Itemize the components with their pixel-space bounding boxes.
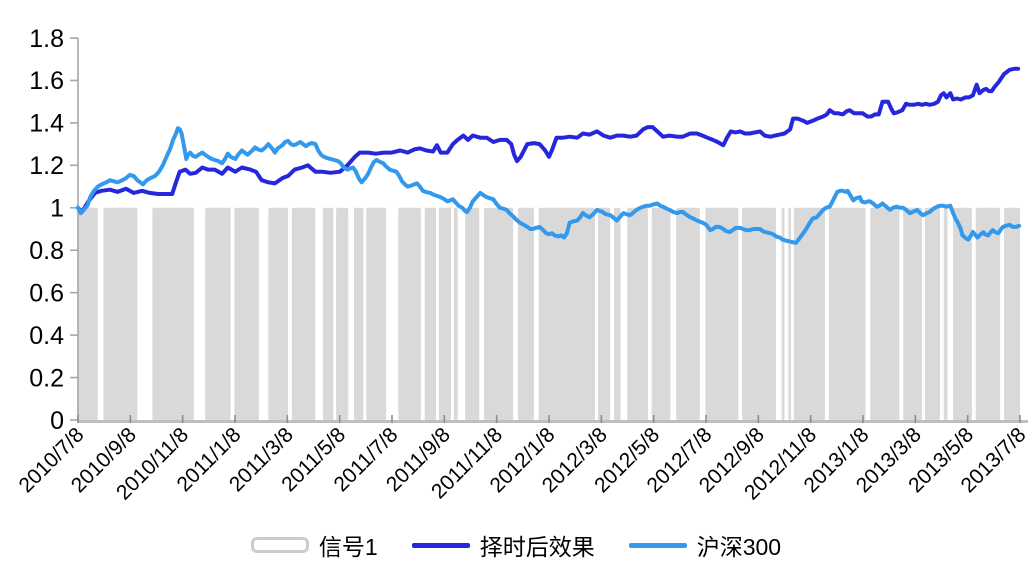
legend-label-signal: 信号1 <box>318 534 378 560</box>
signal-bars <box>78 207 1020 420</box>
signal-bar <box>103 207 138 420</box>
timed-strategy-line-swatch-icon <box>411 542 470 548</box>
signal-bar <box>742 207 776 420</box>
signal-bar <box>517 207 534 420</box>
signal-bar <box>793 207 825 420</box>
timing-strategy-chart: 0 0.2 0.4 0.6 0.8 1 1.2 1.4 1.6 1.8 2010/7/82010/9… <box>14 25 1031 505</box>
x-axis: 2010/7/82010/9/82010/11/82011/1/82011/3/… <box>14 415 1031 505</box>
signal-bar <box>453 207 458 420</box>
signal-bar <box>366 207 387 420</box>
signal-bar <box>322 207 334 420</box>
signal-bar <box>828 207 866 420</box>
y-tick-label: 0.2 <box>29 364 64 392</box>
signal-bar <box>598 207 611 420</box>
signal-bar <box>438 207 451 420</box>
signal-bar <box>538 207 596 420</box>
signal-bar <box>424 207 436 420</box>
signal-bar <box>205 207 231 420</box>
signal-bar <box>924 207 940 420</box>
legend-label-timed-strategy: 择时后效果 <box>479 534 595 560</box>
signal-bar <box>336 207 349 420</box>
signal-bar <box>676 207 700 420</box>
signal-bar <box>788 207 792 420</box>
legend-item-signal: 信号1 <box>250 528 378 562</box>
signal-bar <box>781 207 785 420</box>
y-tick-label: 1.8 <box>29 25 64 53</box>
y-tick-label: 0.6 <box>29 279 64 307</box>
signal-bar <box>705 207 739 420</box>
legend-label-csi300: 沪深300 <box>696 534 782 560</box>
signal-bar <box>234 207 259 420</box>
signal-bar <box>627 207 648 420</box>
signal-bar <box>398 207 421 420</box>
signal-bar <box>943 207 948 420</box>
signal-bar <box>152 207 194 420</box>
signal-bar <box>1004 207 1020 420</box>
legend-item-timed-strategy: 择时后效果 <box>411 528 595 562</box>
signal-bar <box>870 207 900 420</box>
signal-bar <box>975 207 1001 420</box>
y-tick-label: 0.8 <box>29 237 64 265</box>
signal-bar <box>953 207 972 420</box>
timed-strategy-line <box>76 66 1021 214</box>
signal-bar <box>354 207 364 420</box>
csi300-line <box>76 126 1022 245</box>
y-tick-label: 1 <box>50 195 64 223</box>
y-tick-label: 0.4 <box>29 322 64 350</box>
signal-bar-swatch-icon <box>250 537 309 553</box>
signal-bar <box>614 207 621 420</box>
signal-bar <box>465 207 480 420</box>
chart-legend: 信号1 择时后效果 沪深300 <box>0 528 1032 562</box>
y-tick-label: 1.6 <box>29 67 64 95</box>
signal-bar <box>268 207 289 420</box>
signal-bar <box>903 207 922 420</box>
signal-bar <box>78 207 98 420</box>
legend-item-csi300: 沪深300 <box>628 528 782 562</box>
y-tick-label: 1.2 <box>29 152 64 180</box>
y-axis: 0 0.2 0.4 0.6 0.8 1 1.2 1.4 1.6 1.8 <box>29 25 79 435</box>
signal-bar <box>651 207 671 420</box>
y-tick-label: 0 <box>50 407 64 435</box>
signal-bar <box>484 207 514 420</box>
csi300-line-swatch-icon <box>628 542 687 548</box>
signal-bar <box>291 207 316 420</box>
y-tick-label: 1.4 <box>29 110 64 138</box>
